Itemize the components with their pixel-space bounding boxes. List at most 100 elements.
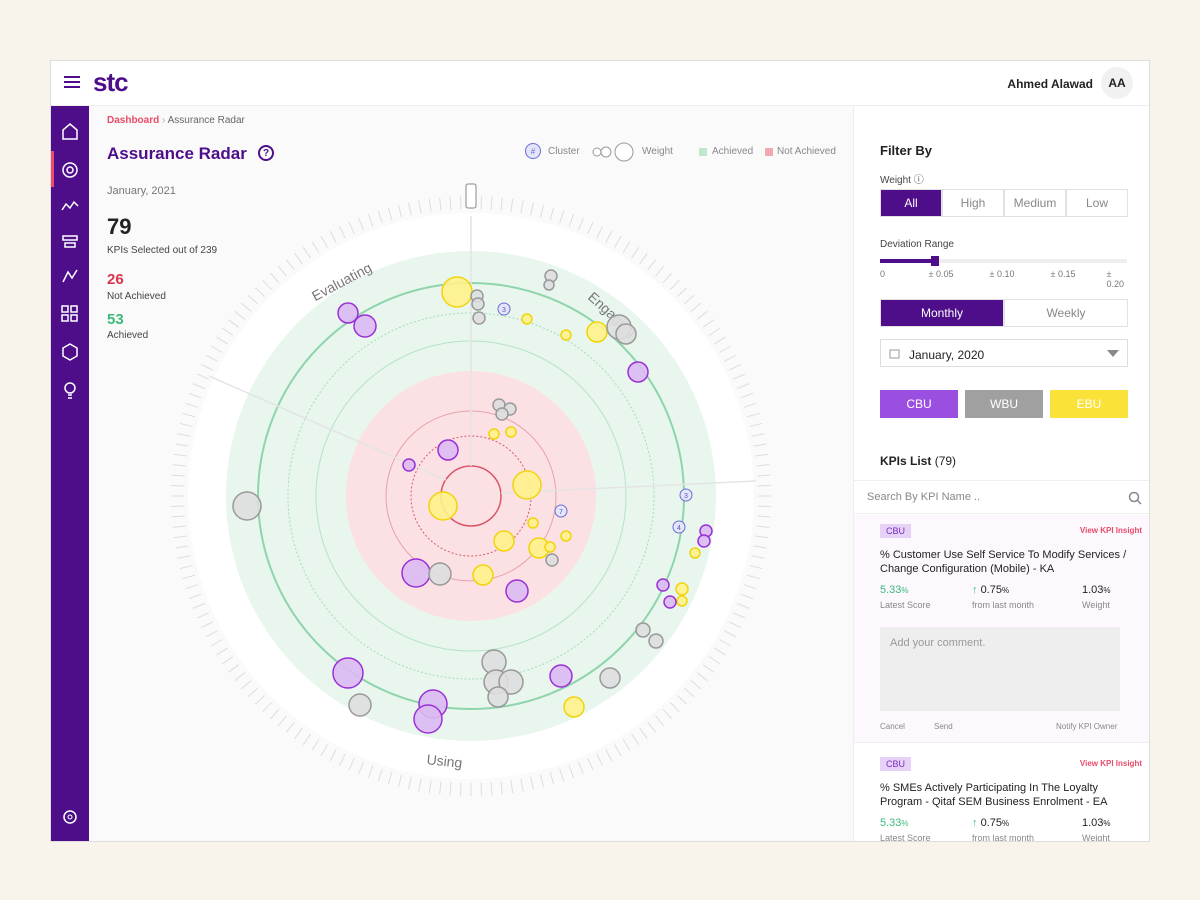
send-button[interactable]: Send bbox=[934, 722, 953, 731]
breadcrumb-link[interactable]: Dashboard bbox=[107, 115, 160, 126]
comment-box[interactable]: Add your comment. bbox=[880, 627, 1120, 711]
achieved-count: 53 bbox=[107, 311, 124, 328]
ring-tick bbox=[210, 345, 223, 353]
ring-tick bbox=[294, 253, 303, 265]
logo[interactable]: stc bbox=[93, 67, 129, 97]
ring-tick bbox=[500, 781, 503, 795]
ring-tick bbox=[182, 574, 196, 580]
ring-tick bbox=[751, 433, 765, 437]
ring-tick bbox=[247, 294, 259, 305]
ring-tick bbox=[696, 672, 708, 682]
ring-tick bbox=[311, 241, 320, 253]
kpi-bubble bbox=[615, 323, 637, 345]
settings-icon[interactable] bbox=[61, 808, 79, 826]
option-button[interactable]: Monthly bbox=[880, 299, 1004, 327]
kpi-bubble bbox=[428, 562, 452, 586]
kpi-insight-link[interactable]: View KPI Insight bbox=[1079, 526, 1142, 535]
ring-tick bbox=[530, 202, 534, 216]
ring-tick bbox=[756, 525, 770, 528]
ring-tick bbox=[732, 612, 746, 619]
ring-tick bbox=[587, 221, 594, 235]
ring-tick bbox=[329, 749, 337, 762]
ring-tick bbox=[205, 630, 218, 638]
ring-tick bbox=[500, 197, 503, 211]
ring-tick bbox=[418, 778, 422, 792]
ring-tick bbox=[740, 392, 754, 399]
ring-tick bbox=[655, 265, 665, 277]
ring-tick bbox=[173, 453, 187, 457]
avatar[interactable]: AA bbox=[1101, 67, 1133, 99]
ring-tick bbox=[188, 392, 202, 399]
active-indicator bbox=[51, 151, 54, 187]
kpi-change-unit: % bbox=[1001, 586, 1010, 595]
slider-handle[interactable] bbox=[931, 256, 939, 266]
kpi-bubble bbox=[599, 667, 621, 689]
option-button[interactable]: High bbox=[942, 189, 1004, 217]
kpi-weight-label: Weight bbox=[1082, 600, 1110, 610]
ring-tick bbox=[690, 302, 702, 312]
search-placeholder: Search By KPI Name .. bbox=[867, 491, 981, 503]
unit-button[interactable]: EBU bbox=[1050, 390, 1128, 418]
selected-indicator bbox=[1149, 548, 1150, 572]
kpi-bubble bbox=[627, 361, 649, 383]
kpi-tag: CBU bbox=[880, 757, 912, 771]
option-button[interactable]: Weekly bbox=[1004, 299, 1128, 327]
cluster-count: 3 bbox=[502, 307, 506, 314]
ring-tick bbox=[753, 545, 767, 549]
option-button[interactable]: Medium bbox=[1004, 189, 1066, 217]
kpi-bubble bbox=[676, 595, 688, 607]
ring-tick bbox=[631, 733, 640, 745]
section-divider bbox=[500, 480, 757, 494]
kpi-change-unit: % bbox=[1001, 819, 1010, 828]
kpi-cards: CBU View KPI Insight % Customer Use Self S… bbox=[854, 515, 1150, 841]
option-button[interactable]: Low bbox=[1066, 189, 1128, 217]
ring-tick bbox=[568, 213, 575, 227]
kpi-change: ↑ 0.75% bbox=[972, 584, 1009, 596]
ring-tick bbox=[439, 781, 442, 795]
ring-tick bbox=[490, 196, 493, 210]
not-achieved-zone bbox=[346, 371, 596, 621]
ring-tick bbox=[358, 217, 364, 231]
ring-tick bbox=[714, 647, 726, 656]
unit-button[interactable]: CBU bbox=[880, 390, 958, 418]
ring-tick bbox=[311, 739, 320, 751]
ring-tick bbox=[182, 412, 196, 418]
notify-checkbox[interactable]: Notify KPI Owner bbox=[1056, 722, 1118, 731]
section-label: Using bbox=[426, 751, 463, 771]
ring-tick bbox=[367, 765, 374, 779]
ring-tick bbox=[757, 515, 771, 518]
ring-tick bbox=[740, 593, 754, 600]
ring-tick bbox=[578, 217, 584, 231]
filter-title: Filter By bbox=[880, 143, 933, 158]
kpi-list-title: KPIs List (79) bbox=[880, 454, 956, 468]
ring-tick bbox=[549, 207, 555, 221]
ring-tick bbox=[196, 612, 210, 619]
ring-tick bbox=[177, 555, 191, 559]
ring-tick bbox=[736, 603, 750, 609]
date-select[interactable]: January, 2020 bbox=[880, 339, 1128, 367]
kpi-insight-link[interactable]: View KPI Insight bbox=[1079, 759, 1142, 768]
cluster-bubble bbox=[679, 488, 693, 502]
menu-icon[interactable] bbox=[63, 75, 81, 89]
ring-tick bbox=[647, 259, 657, 271]
ring-tick bbox=[655, 715, 665, 727]
nav-icons[interactable] bbox=[60, 122, 80, 422]
weight-options: All High Medium Low bbox=[880, 189, 1128, 217]
cancel-button[interactable]: Cancel bbox=[880, 722, 905, 731]
ring-tick bbox=[185, 402, 199, 408]
option-button[interactable]: All bbox=[880, 189, 942, 217]
tick-ring bbox=[171, 196, 771, 796]
ring-tick bbox=[751, 555, 765, 559]
ring-tick bbox=[222, 327, 234, 336]
breadcrumb-current: Assurance Radar bbox=[167, 115, 245, 126]
ring-tick bbox=[449, 196, 452, 210]
kpi-bubble bbox=[472, 311, 486, 325]
ring-tick bbox=[175, 443, 189, 447]
ring-tick bbox=[677, 287, 688, 297]
selected-label: KPIs Selected out of 239 bbox=[107, 245, 218, 256]
help-icon[interactable]: ? bbox=[258, 145, 274, 161]
ring-tick bbox=[367, 213, 374, 227]
unit-button[interactable]: WBU bbox=[965, 390, 1043, 418]
ring-tick bbox=[254, 695, 265, 705]
kpi-search[interactable]: Search By KPI Name .. bbox=[854, 480, 1149, 514]
